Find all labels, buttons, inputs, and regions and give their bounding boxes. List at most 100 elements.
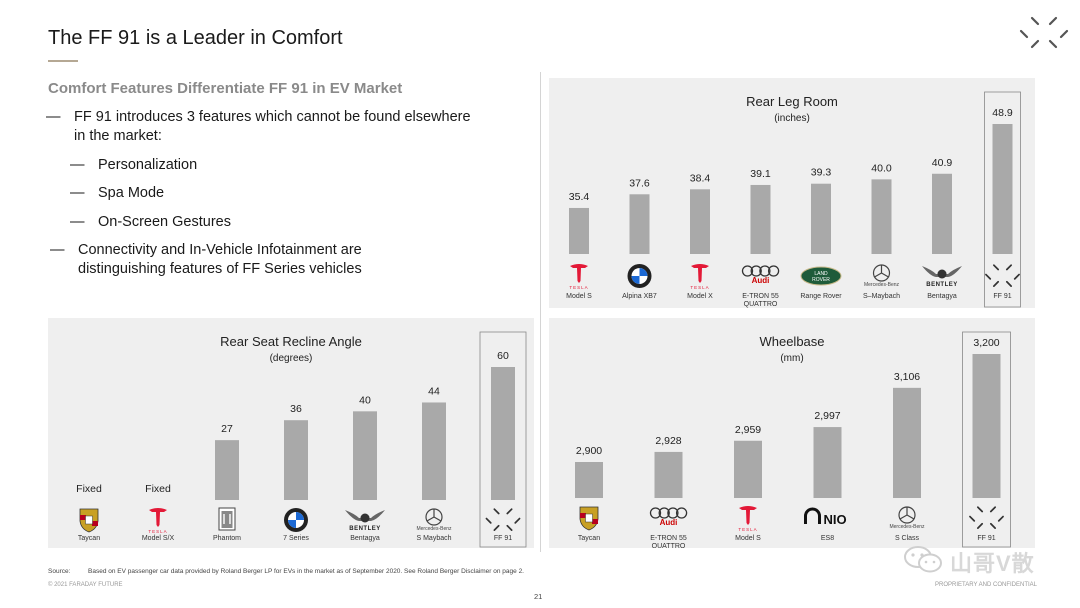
faraday-future-logo-icon xyxy=(1019,16,1069,49)
rear-seat-recline-chart: Rear Seat Recline Angle (degrees) Fixed Tay… xyxy=(76,331,527,548)
wheelbase-chart-panel: Wheelbase (mm) 2,900 Taycan 2,928 Audi E-TRON … xyxy=(549,318,1035,548)
chart-title: Wheelbase xyxy=(759,334,824,349)
ff-logo-icon xyxy=(485,508,521,531)
data-label: 36 xyxy=(290,403,302,415)
bentley-logo-icon: BENTLEY xyxy=(345,510,385,532)
category-label: Alpina XB7 xyxy=(622,293,657,300)
category-label: S Class xyxy=(895,535,920,542)
category-label: Model S xyxy=(735,535,761,542)
svg-text:Audi: Audi xyxy=(660,518,678,527)
ff-logo-icon xyxy=(969,506,1004,529)
data-label: 40 xyxy=(359,394,371,406)
chart-subtitle: (mm) xyxy=(780,353,803,364)
mercedes-logo-icon: Mercedes-Benz xyxy=(889,506,925,530)
svg-text:TESLA: TESLA xyxy=(738,527,757,532)
svg-text:BENTLEY: BENTLEY xyxy=(349,526,381,532)
category-label: S–Maybach xyxy=(863,293,900,300)
data-label: 2,997 xyxy=(814,410,840,422)
bmw-logo-icon xyxy=(284,508,308,532)
category-label: Taycan xyxy=(78,535,100,542)
data-label: 3,200 xyxy=(973,337,999,349)
data-label: 39.1 xyxy=(750,168,771,180)
bar xyxy=(422,402,446,500)
data-label: 48.9 xyxy=(992,107,1013,119)
chart-title: Rear Leg Room xyxy=(746,94,838,109)
bar xyxy=(813,427,842,498)
tesla-logo-icon: TESLA xyxy=(738,506,757,532)
porsche-logo-icon xyxy=(579,506,599,531)
data-label: 44 xyxy=(428,385,440,397)
category-label: S Maybach xyxy=(416,535,451,542)
confidentiality-note: PROPRIETARY AND CONFIDENTIAL xyxy=(935,582,1038,588)
bullet-item: — FF 91 introduces 3 features which canno… xyxy=(46,109,471,125)
sub-bullet-item: — Spa Mode xyxy=(70,185,165,201)
audi-logo-icon: Audi xyxy=(741,265,780,285)
chart-subtitle: (inches) xyxy=(774,113,810,124)
category-label: Phantom xyxy=(213,535,241,542)
chart-title: Rear Seat Recline Angle xyxy=(220,334,362,349)
rear-leg-room-chart: Rear Leg Room (inches) 35.4 TESLA Model S 37.… xyxy=(566,91,1021,308)
svg-text:BENTLEY: BENTLEY xyxy=(926,282,958,288)
category-label: FF 91 xyxy=(494,535,512,542)
svg-text:Audi: Audi xyxy=(752,276,770,285)
bar xyxy=(569,207,589,254)
data-label: 3,106 xyxy=(894,371,920,383)
sub-bullet-item: — On-Screen Gestures xyxy=(70,214,231,230)
title-underline xyxy=(48,60,78,62)
watermark-text: 山哥V散 xyxy=(950,551,1035,576)
data-label: 38.4 xyxy=(690,172,711,184)
bentley-logo-icon: BENTLEY xyxy=(922,266,962,288)
highlight-box xyxy=(962,331,1011,548)
data-label: 2,959 xyxy=(735,424,761,436)
tesla-logo-icon: TESLA xyxy=(148,508,167,534)
ff-logo-icon xyxy=(985,264,1020,287)
data-label: Fixed xyxy=(145,483,171,495)
bar xyxy=(734,440,762,498)
category-label: Taycan xyxy=(578,535,600,542)
category-label: Model S xyxy=(566,293,592,300)
bar xyxy=(992,124,1013,254)
data-label: 39.3 xyxy=(811,167,832,179)
data-label: 60 xyxy=(497,350,509,362)
bar xyxy=(575,462,603,498)
page-number: 21 xyxy=(534,592,543,601)
category-label: ES8 xyxy=(821,535,834,542)
nio-logo-icon: NIO xyxy=(804,507,847,527)
svg-text:TESLA: TESLA xyxy=(148,529,167,534)
data-label: 27 xyxy=(221,423,233,435)
data-label: 2,900 xyxy=(576,445,602,457)
svg-text:Mercedes-Benz: Mercedes-Benz xyxy=(889,524,925,530)
bar xyxy=(284,420,308,500)
category-label: Model S/X xyxy=(142,535,175,542)
rear-seat-recline-chart-panel: Rear Seat Recline Angle (degrees) Fixed Tay… xyxy=(48,318,534,548)
rear-leg-room-chart-panel: Rear Leg Room (inches) 35.4 TESLA Model S 37.… xyxy=(549,78,1035,308)
category-label: Model X xyxy=(687,293,713,300)
bar xyxy=(871,179,892,254)
bar xyxy=(750,184,771,254)
svg-text:Mercedes-Benz: Mercedes-Benz xyxy=(864,282,900,288)
bullet-item-continuation: in the market: xyxy=(74,128,162,144)
porsche-logo-icon xyxy=(79,508,99,533)
bar xyxy=(215,440,239,500)
svg-text:TESLA: TESLA xyxy=(690,285,709,290)
bullet-item: — Connectivity and In-Vehicle Infotainmen… xyxy=(50,242,362,258)
audi-logo-icon: Audi xyxy=(649,507,688,527)
highlight-box xyxy=(479,331,527,548)
bar xyxy=(811,183,831,254)
bar xyxy=(654,451,683,498)
rollsroyce-logo-icon xyxy=(218,507,236,531)
chart-subtitle: (degrees) xyxy=(270,353,313,364)
section-subheading: Comfort Features Differentiate FF 91 in … xyxy=(48,80,403,97)
column-divider xyxy=(540,72,541,552)
copyright: © 2021 FARADAY FUTURE xyxy=(48,582,123,588)
category-label: 7 Series xyxy=(283,535,309,542)
tesla-logo-icon: TESLA xyxy=(690,264,709,290)
category-label: FF 91 xyxy=(993,293,1011,300)
data-label: 37.6 xyxy=(629,177,650,189)
category-label: FF 91 xyxy=(977,535,995,542)
svg-text:NIO: NIO xyxy=(824,512,847,527)
svg-text:Mercedes-Benz: Mercedes-Benz xyxy=(416,526,452,532)
bar xyxy=(972,354,1001,498)
category-label: Range Rover xyxy=(800,293,842,300)
